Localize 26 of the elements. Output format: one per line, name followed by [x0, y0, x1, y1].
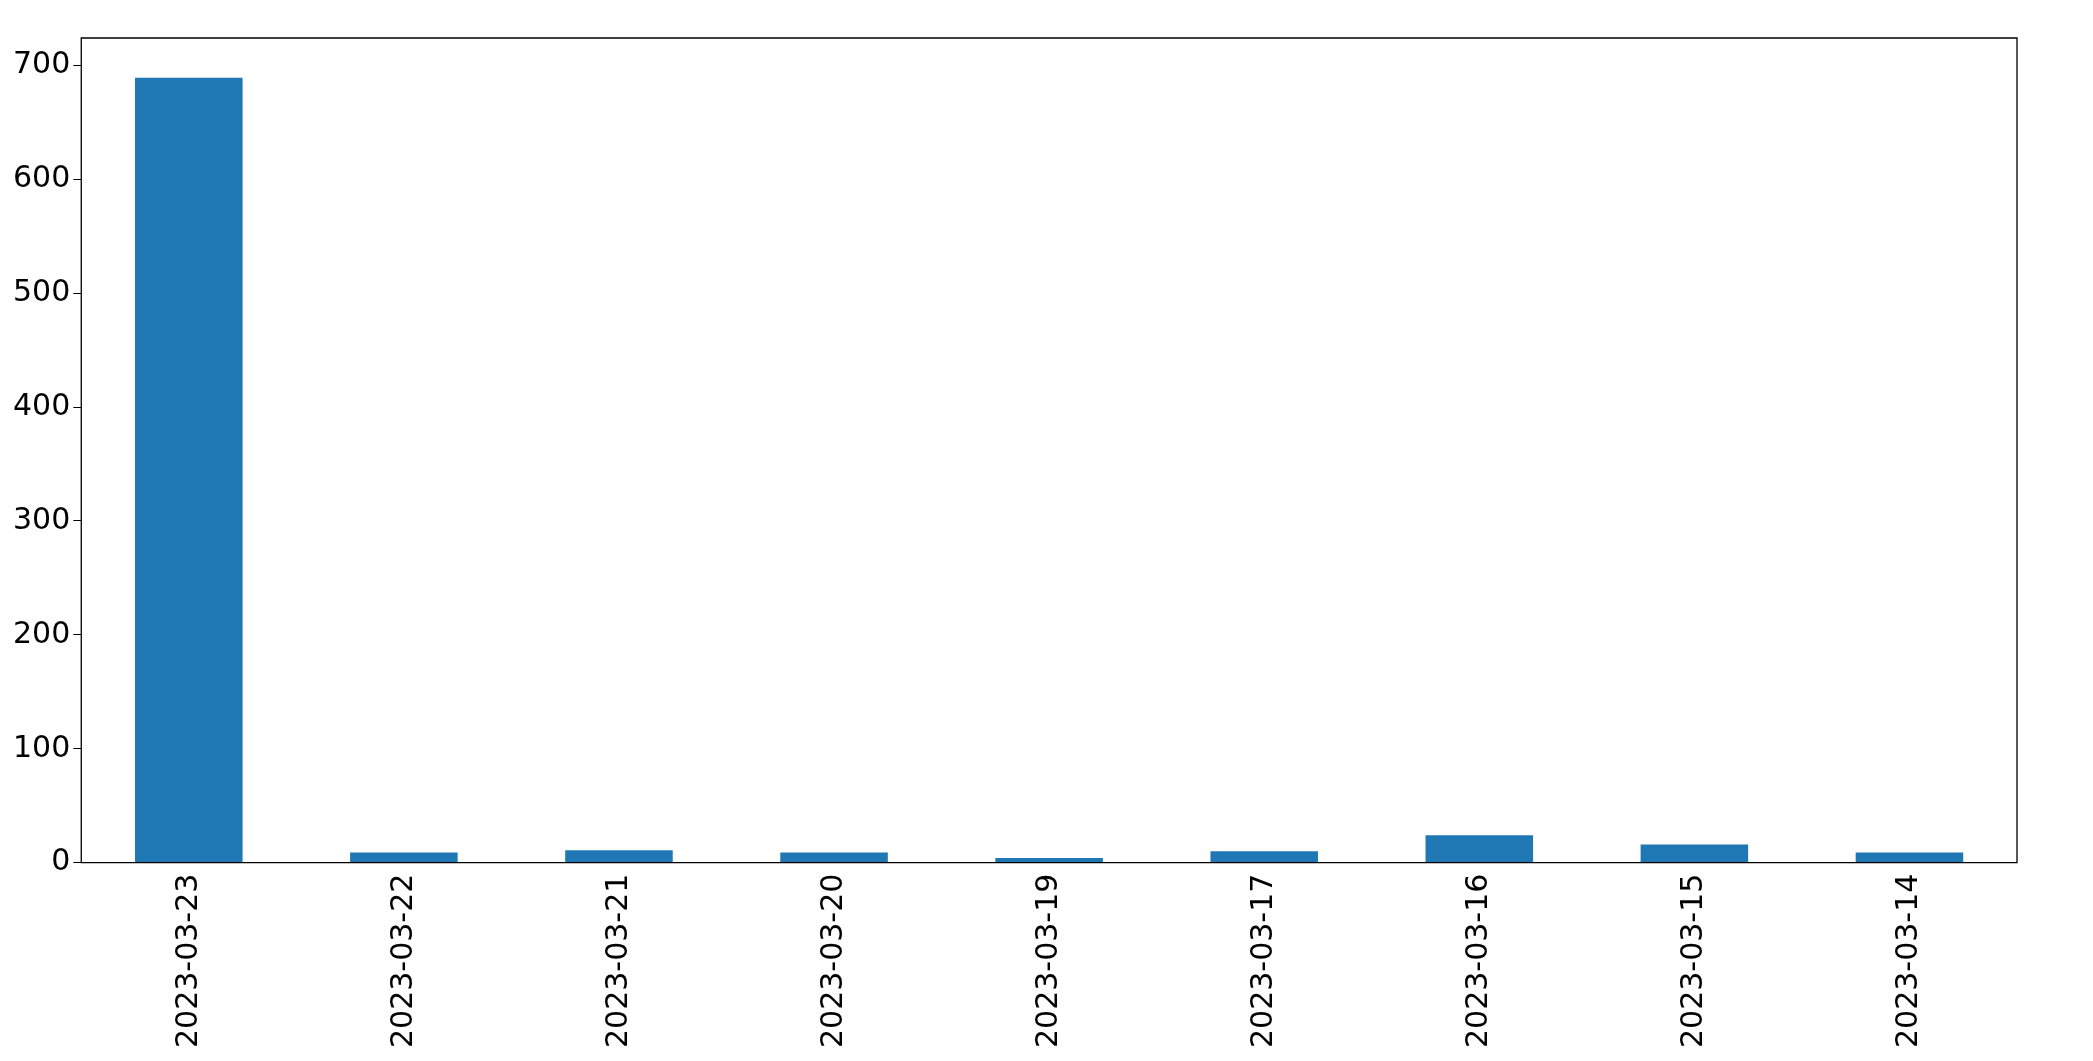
bar: [1210, 851, 1318, 863]
x-tick-label: 2023-03-19: [1028, 873, 1064, 1049]
y-tick-label: 400: [13, 386, 71, 422]
bar: [1640, 844, 1749, 863]
x-tick-label: 2023-03-14: [1889, 873, 1925, 1049]
y-tick-label: 100: [13, 728, 71, 764]
y-tick-label: 0: [51, 842, 71, 878]
bar: [780, 852, 888, 863]
x-tick-label: 2023-03-15: [1674, 873, 1710, 1049]
bar: [565, 850, 673, 863]
y-tick-label: 700: [13, 45, 71, 81]
y-tick-label: 500: [13, 272, 71, 308]
x-tick-label: 2023-03-20: [813, 873, 849, 1049]
x-tick-label: 2023-03-22: [383, 873, 419, 1049]
bar: [350, 852, 458, 863]
y-tick-label: 600: [13, 159, 71, 195]
bar: [1425, 835, 1534, 863]
bar: [1855, 852, 1964, 863]
bar: [135, 77, 243, 863]
bar: [995, 858, 1103, 863]
x-tick-label: 2023-03-17: [1244, 873, 1280, 1049]
y-tick-label: 200: [13, 614, 71, 650]
y-tick-label: 300: [13, 500, 71, 536]
x-tick-label: 2023-03-23: [168, 873, 204, 1049]
x-tick-label: 2023-03-16: [1459, 873, 1495, 1049]
x-tick-label: 2023-03-21: [598, 873, 634, 1049]
